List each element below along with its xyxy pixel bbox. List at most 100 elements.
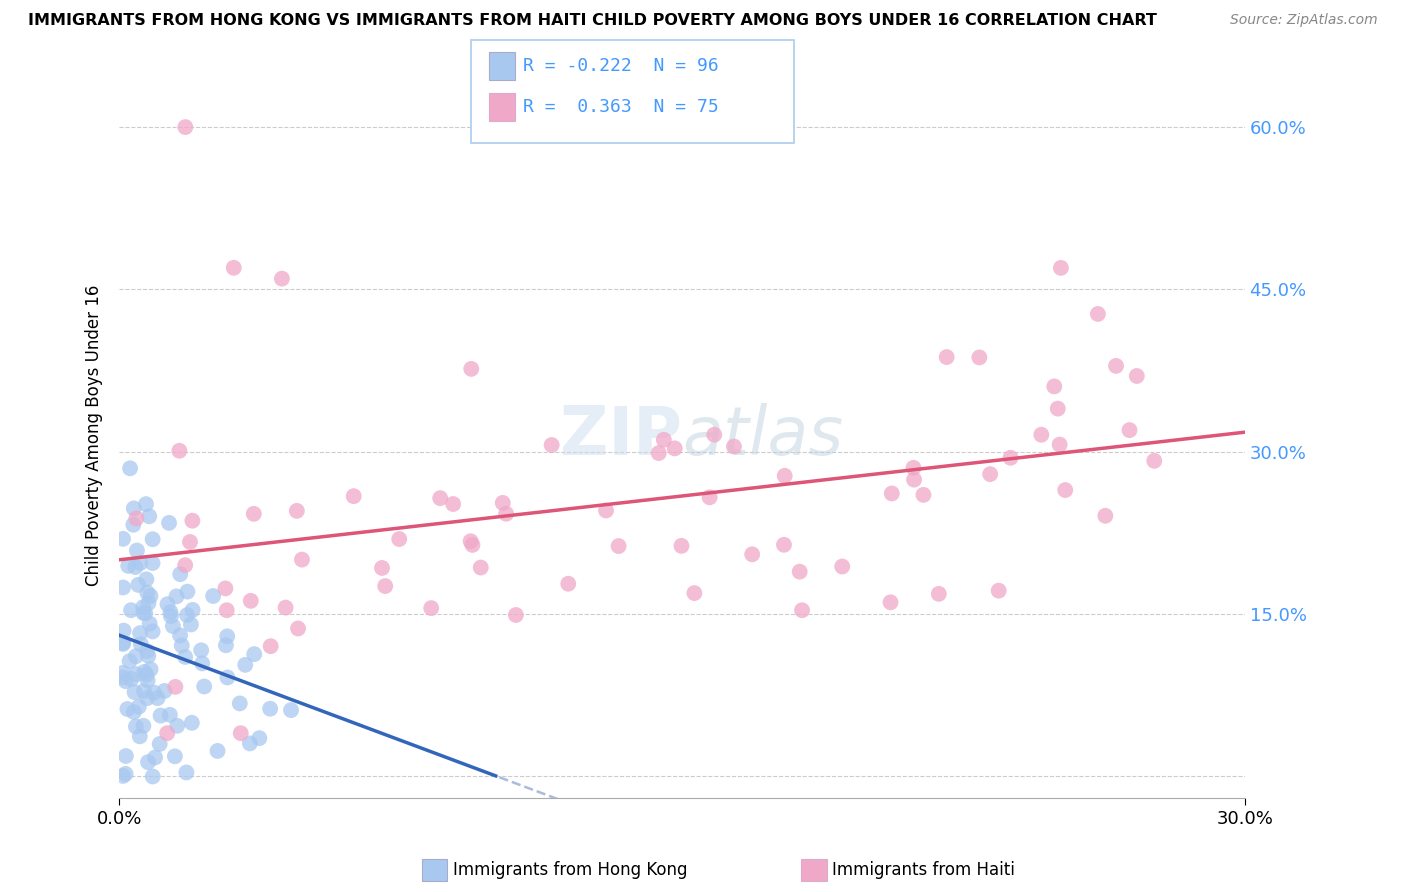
Point — [233, 657, 256, 672]
Point — [136, 644, 159, 658]
Point — [114, 767, 136, 781]
Point — [193, 680, 215, 694]
Point — [143, 750, 166, 764]
Point — [138, 648, 160, 663]
Point — [117, 558, 139, 573]
Point — [505, 607, 527, 622]
Point — [260, 639, 283, 653]
Text: R = -0.222  N = 96: R = -0.222 N = 96 — [523, 57, 718, 75]
Point — [134, 607, 156, 621]
Point — [388, 532, 411, 546]
Point — [176, 608, 198, 623]
Point — [987, 583, 1010, 598]
Point — [243, 507, 266, 521]
Point — [935, 350, 957, 364]
Point — [125, 543, 148, 558]
Point — [111, 665, 134, 680]
Point — [125, 511, 148, 525]
Point — [1046, 401, 1069, 416]
Point — [138, 596, 160, 610]
Point — [274, 600, 297, 615]
Point — [139, 662, 162, 676]
Point — [174, 558, 197, 573]
Point — [156, 726, 179, 740]
Point — [136, 691, 159, 706]
Text: ZIP: ZIP — [560, 402, 682, 468]
Point — [429, 491, 451, 505]
Point — [125, 720, 148, 734]
Point — [880, 486, 903, 500]
Point — [118, 654, 141, 668]
Point — [441, 497, 464, 511]
Text: IMMIGRANTS FROM HONG KONG VS IMMIGRANTS FROM HAITI CHILD POVERTY AMONG BOYS UNDE: IMMIGRANTS FROM HONG KONG VS IMMIGRANTS … — [28, 13, 1157, 29]
Point — [285, 504, 308, 518]
Point — [879, 595, 901, 609]
Point — [259, 702, 281, 716]
Point — [176, 765, 198, 780]
Point — [122, 501, 145, 516]
Point — [146, 691, 169, 706]
Point — [343, 489, 366, 503]
Text: R =  0.363  N = 75: R = 0.363 N = 75 — [523, 98, 718, 116]
Point — [166, 719, 188, 733]
Point — [217, 671, 239, 685]
Point — [470, 560, 492, 574]
Point — [492, 496, 515, 510]
Point — [1000, 450, 1022, 465]
Point — [683, 586, 706, 600]
Point — [169, 567, 191, 582]
Point — [789, 565, 811, 579]
Point — [1054, 483, 1077, 497]
Point — [156, 597, 179, 611]
Point — [460, 362, 482, 376]
Point — [125, 649, 148, 664]
Point — [773, 538, 796, 552]
Point — [1143, 454, 1166, 468]
Point — [229, 697, 252, 711]
Point — [207, 744, 229, 758]
Point — [124, 685, 146, 699]
Point — [141, 556, 163, 570]
Point — [169, 443, 191, 458]
Point — [159, 605, 181, 619]
Point — [903, 473, 925, 487]
Point — [671, 539, 693, 553]
Point — [214, 582, 236, 596]
Point — [111, 581, 134, 595]
Point — [217, 629, 239, 643]
Point — [723, 440, 745, 454]
Point — [420, 601, 443, 615]
Point — [374, 579, 396, 593]
Point — [595, 503, 617, 517]
Point — [243, 647, 266, 661]
Point — [128, 729, 150, 743]
Point — [138, 509, 160, 524]
Point — [191, 657, 214, 671]
Point — [790, 603, 813, 617]
Point — [149, 737, 172, 751]
Point — [969, 351, 991, 365]
Point — [139, 589, 162, 603]
Point — [831, 559, 853, 574]
Point — [239, 736, 262, 750]
Point — [124, 560, 146, 574]
Point — [174, 649, 197, 664]
Point — [138, 616, 160, 631]
Point — [120, 461, 142, 475]
Point — [229, 726, 252, 740]
Point — [132, 606, 155, 620]
Point — [495, 507, 517, 521]
Point — [142, 624, 165, 639]
Point — [239, 594, 262, 608]
Point — [165, 680, 187, 694]
Point — [143, 685, 166, 699]
Point — [128, 699, 150, 714]
Point — [149, 708, 172, 723]
Point — [1126, 369, 1149, 384]
Point — [111, 532, 134, 546]
Point — [132, 719, 155, 733]
Point — [129, 626, 152, 640]
Point — [607, 539, 630, 553]
Point — [181, 603, 204, 617]
Point — [1105, 359, 1128, 373]
